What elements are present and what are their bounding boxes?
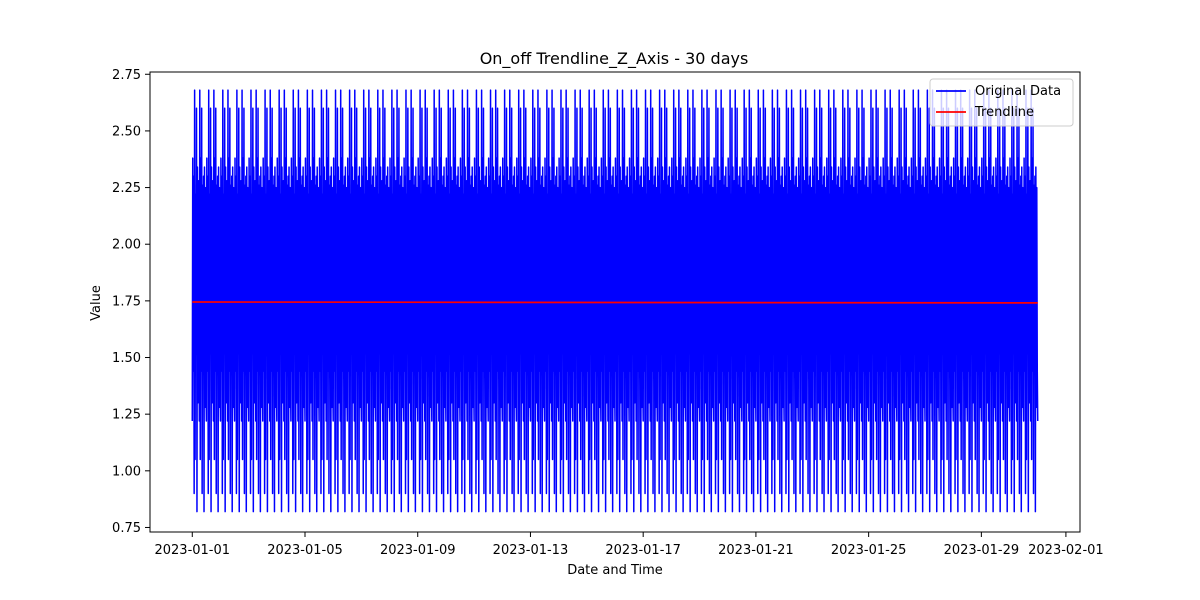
x-tick-label: 2023-01-09 xyxy=(380,543,456,558)
x-tick-label: 2023-01-29 xyxy=(944,543,1020,558)
y-axis-label: Value xyxy=(89,285,104,321)
series-original-data-line xyxy=(191,89,1039,513)
y-tick-label: 1.75 xyxy=(112,294,141,309)
y-tick-label: 1.00 xyxy=(112,464,141,479)
y-axis: 0.75 1.00 1.25 1.50 1.75 2.00 2.25 2.50 2.75 xyxy=(112,68,150,536)
legend-label-trendline: Trendline xyxy=(974,105,1034,120)
legend: Original Data Trendline xyxy=(929,78,1074,127)
y-tick-label: 1.50 xyxy=(112,351,141,366)
y-tick-label: 0.75 xyxy=(112,521,141,536)
chart-title: On_off Trendline_Z_Axis - 30 days xyxy=(480,49,749,69)
x-tick-label: 2023-01-17 xyxy=(605,543,681,558)
y-tick-label: 2.00 xyxy=(112,238,141,253)
x-axis-label: Date and Time xyxy=(567,563,663,578)
y-tick-label: 1.25 xyxy=(112,408,141,423)
series-trendline-line xyxy=(192,301,1038,304)
x-tick-label: 2023-01-13 xyxy=(493,543,569,558)
y-tick-label: 2.50 xyxy=(112,124,141,139)
x-tick-label: 2023-01-21 xyxy=(718,543,794,558)
x-axis: 2023-01-01 2023-01-05 2023-01-09 2023-01-13… xyxy=(154,532,1104,558)
legend-label-original-data: Original Data xyxy=(975,84,1061,99)
plot-frame xyxy=(149,71,1081,533)
y-tick-label: 2.75 xyxy=(112,68,141,83)
x-tick-label: 2023-01-01 xyxy=(154,543,230,558)
plot-series xyxy=(191,89,1039,513)
x-tick-label: 2023-01-05 xyxy=(267,543,343,558)
x-tick-label: 2023-01-25 xyxy=(831,543,907,558)
x-tick-label: 2023-02-01 xyxy=(1028,543,1104,558)
y-tick-label: 2.25 xyxy=(112,181,141,196)
